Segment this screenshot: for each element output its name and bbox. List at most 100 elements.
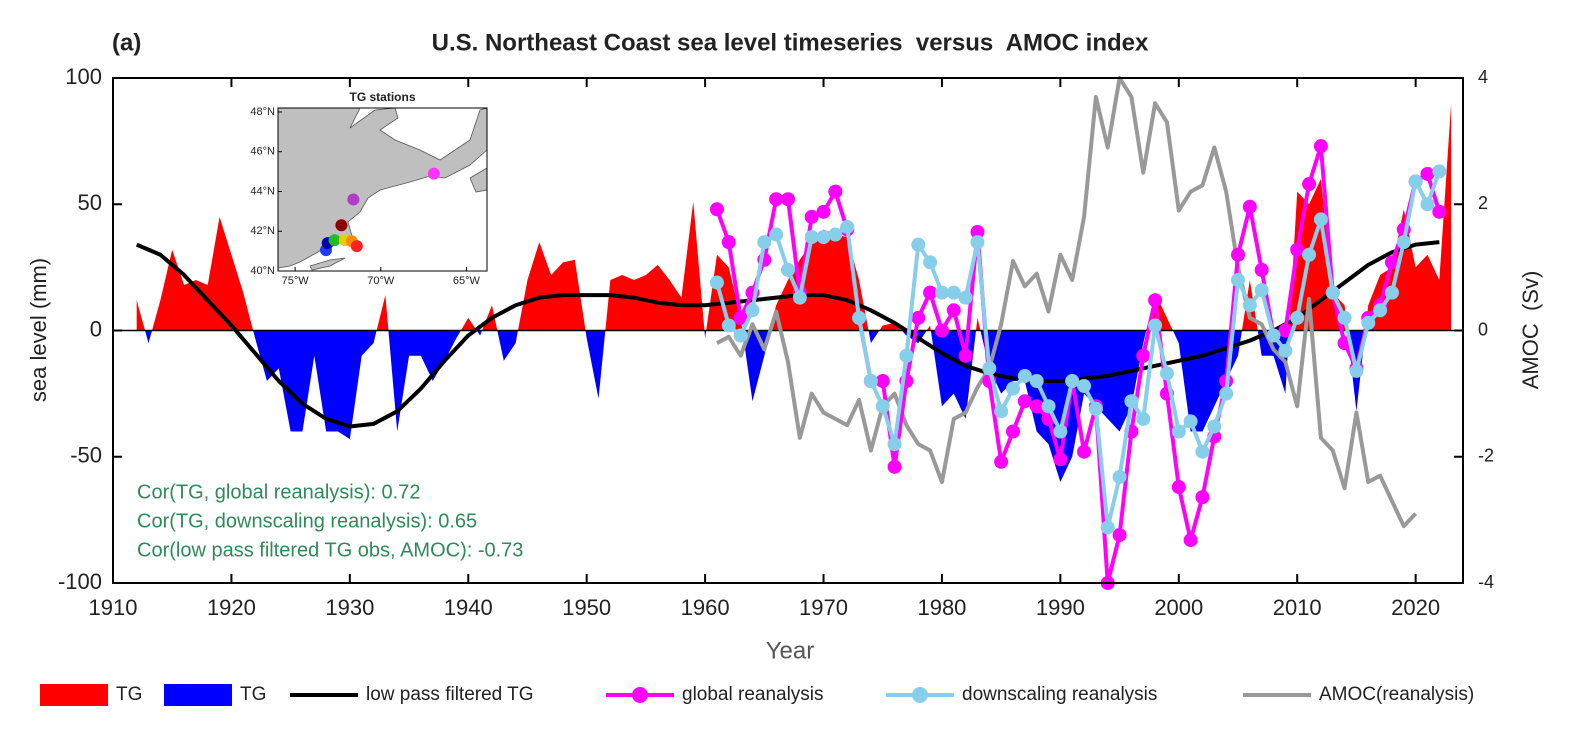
marker: [1088, 401, 1103, 416]
y2-tick-label: 2: [1478, 193, 1488, 213]
marker: [970, 235, 985, 250]
station: [335, 219, 348, 232]
marker: [923, 285, 938, 300]
marker: [721, 318, 736, 333]
annotation: Cor(TG, global reanalysis): 0.72: [137, 481, 420, 503]
marker: [1136, 348, 1151, 363]
marker: [1183, 533, 1198, 548]
legend-swatch: [164, 684, 232, 706]
marker: [1053, 424, 1068, 439]
marker: [816, 230, 831, 245]
station: [427, 167, 440, 180]
marker: [1432, 204, 1447, 219]
marker: [946, 285, 961, 300]
marker: [1254, 283, 1269, 298]
y2-tick-label: -2: [1478, 446, 1494, 466]
marker: [709, 275, 724, 290]
marker: [994, 454, 1009, 469]
marker: [911, 310, 926, 325]
marker: [804, 230, 819, 245]
line: [135, 240, 1440, 429]
x-tick-label: 1980: [917, 595, 966, 620]
marker: [1183, 414, 1198, 429]
marker: [1077, 379, 1092, 394]
marker: [840, 219, 855, 234]
marker: [1017, 368, 1032, 383]
marker: [1396, 235, 1411, 250]
marker: [899, 348, 914, 363]
x-tick-label: 1940: [444, 595, 493, 620]
marker: [1408, 174, 1423, 189]
marker: [1017, 394, 1032, 409]
legend-label: global reanalysis: [682, 684, 824, 705]
marker: [1231, 247, 1245, 262]
area-negative: [136, 330, 1452, 482]
y-tick-label: 0: [90, 316, 102, 341]
y2-tick-label: -4: [1478, 572, 1494, 592]
marker: [804, 209, 819, 224]
legend-label: downscaling reanalysis: [962, 684, 1157, 705]
marker: [1029, 399, 1044, 414]
marker: [769, 227, 784, 242]
marker: [1136, 411, 1151, 426]
marker: [781, 262, 795, 277]
marker: [1361, 315, 1376, 330]
inset-x-tick-label: 70°W: [367, 275, 395, 287]
marker: [852, 310, 867, 325]
marker: [1207, 419, 1222, 434]
marker: [828, 184, 843, 199]
x-tick-label: 1960: [681, 595, 730, 620]
marker: [1384, 255, 1399, 270]
marker: [911, 237, 926, 252]
marker: [875, 374, 890, 388]
legend-swatch: [40, 684, 108, 706]
legend-marker: [632, 687, 648, 703]
marker: [1171, 480, 1186, 495]
marker: [1302, 177, 1317, 192]
marker: [1029, 374, 1044, 388]
x-tick-label: 1910: [89, 595, 138, 620]
marker: [1006, 424, 1020, 439]
legend-label: TG: [116, 684, 142, 705]
inset-x-tick-label: 75°W: [282, 275, 310, 287]
legend-marker: [912, 687, 928, 703]
inset-y-tick-label: 40°N: [250, 265, 275, 277]
y2-tick-label: 0: [1478, 319, 1488, 339]
marker: [1159, 366, 1174, 381]
marker: [958, 290, 973, 305]
x-tick-label: 1950: [562, 595, 611, 620]
inset-x-tick-label: 65°W: [453, 275, 481, 287]
marker: [721, 235, 736, 250]
marker: [1148, 318, 1163, 333]
inset-y-tick-label: 42°N: [250, 225, 275, 237]
marker: [1254, 262, 1269, 277]
marker: [1384, 285, 1399, 300]
marker: [1100, 520, 1115, 535]
marker: [887, 437, 902, 452]
y-tick-label: -100: [58, 569, 102, 594]
marker: [1290, 310, 1305, 325]
marker: [1373, 303, 1388, 318]
panel-label: (a): [112, 29, 141, 56]
station: [350, 240, 363, 253]
marker: [1337, 310, 1352, 325]
marker: [863, 374, 878, 388]
marker: [970, 225, 985, 240]
marker: [923, 255, 938, 270]
marker: [934, 285, 949, 300]
marker: [1278, 323, 1293, 338]
marker: [781, 192, 795, 207]
marker: [733, 328, 748, 343]
marker: [769, 192, 784, 207]
marker: [1231, 273, 1245, 287]
x-tick-label: 2000: [1154, 595, 1203, 620]
inset-y-tick-label: 46°N: [250, 146, 275, 158]
line: [716, 76, 1418, 529]
station: [347, 193, 360, 206]
marker: [1195, 444, 1210, 459]
x-axis-label: Year: [766, 637, 815, 664]
marker: [1325, 285, 1340, 300]
marker: [1041, 399, 1056, 414]
legend-label: AMOC(reanalysis): [1319, 684, 1474, 705]
